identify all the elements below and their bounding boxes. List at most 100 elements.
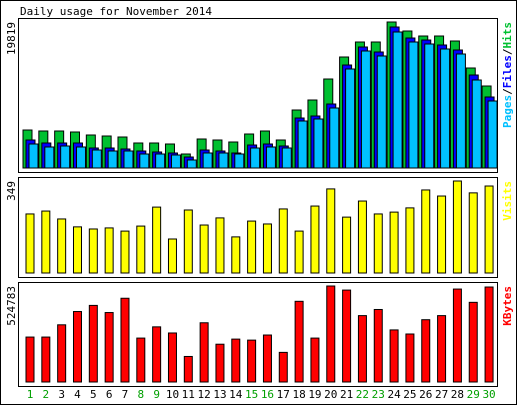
- x-tick-label: 15: [245, 388, 258, 401]
- x-tick-label: 7: [122, 388, 129, 401]
- bar: [215, 343, 225, 383]
- bar: [468, 301, 478, 383]
- bar: [421, 319, 431, 383]
- bar: [72, 226, 82, 274]
- bar: [360, 50, 371, 169]
- x-tick-label: 16: [261, 388, 274, 401]
- x-tick-label: 6: [106, 388, 113, 401]
- legend-entry: Files: [501, 55, 514, 88]
- bar: [231, 338, 241, 383]
- bar: [468, 192, 478, 274]
- x-tick-label: 17: [277, 388, 290, 401]
- bar: [152, 326, 162, 383]
- chart-title: Daily usage for November 2014: [20, 5, 212, 18]
- x-tick-label: 12: [198, 388, 211, 401]
- x-tick-label: 30: [482, 388, 495, 401]
- bar: [262, 223, 272, 274]
- x-tick-label: 10: [166, 388, 179, 401]
- bar: [215, 217, 225, 274]
- legend-entry: Visits: [501, 181, 514, 221]
- bar: [57, 324, 67, 383]
- x-tick-label: 21: [340, 388, 353, 401]
- legend-separator: /: [501, 88, 514, 95]
- bar: [452, 180, 462, 274]
- bar: [250, 147, 261, 169]
- legend-entry: Hits: [501, 22, 514, 49]
- bar: [72, 311, 82, 383]
- bar: [88, 228, 98, 274]
- bar: [183, 355, 193, 383]
- x-tick-label: 9: [153, 388, 160, 401]
- panel: [18, 282, 498, 387]
- legend-entry: KBytes: [501, 286, 514, 326]
- bar: [405, 207, 415, 274]
- x-tick-label: 28: [451, 388, 464, 401]
- bar: [310, 337, 320, 383]
- bar: [202, 152, 213, 169]
- bar: [345, 68, 356, 169]
- bar: [278, 208, 288, 274]
- bar: [234, 153, 245, 169]
- bar: [376, 55, 387, 169]
- x-tick-label: 3: [58, 388, 65, 401]
- bar: [265, 146, 276, 169]
- bar: [389, 211, 399, 274]
- bar: [294, 300, 304, 383]
- x-tick-label: 1: [27, 388, 34, 401]
- legend-entry: Pages: [501, 95, 514, 128]
- bar: [342, 216, 352, 274]
- bar: [484, 185, 494, 274]
- bar: [167, 238, 177, 274]
- x-tick-label: 24: [387, 388, 401, 401]
- bar: [155, 153, 166, 169]
- bar: [199, 322, 209, 383]
- bar: [437, 315, 447, 383]
- bar: [389, 329, 399, 383]
- legend: Pages/Files/Hits: [501, 22, 514, 128]
- bar: [278, 351, 288, 383]
- legend: KBytes: [501, 286, 514, 326]
- bar: [91, 149, 102, 169]
- bar: [44, 146, 55, 169]
- bar: [218, 152, 229, 169]
- x-tick-label: 27: [435, 388, 448, 401]
- x-tick-label: 23: [372, 388, 385, 401]
- bar: [88, 304, 98, 383]
- bar: [281, 147, 292, 169]
- bar: [120, 230, 130, 274]
- bar: [25, 336, 35, 383]
- bar: [357, 200, 367, 274]
- bar: [297, 120, 308, 169]
- y-tick-label: 19819: [5, 22, 18, 55]
- bar: [75, 146, 86, 169]
- bar: [199, 224, 209, 274]
- bar: [392, 31, 403, 169]
- bar: [231, 236, 241, 274]
- bar: [373, 213, 383, 274]
- y-tick-label: 349: [5, 181, 18, 201]
- bar: [326, 188, 336, 274]
- bar: [41, 336, 51, 383]
- x-tick-label: 8: [137, 388, 144, 401]
- bar: [408, 41, 419, 169]
- x-tick-label: 2: [43, 388, 50, 401]
- bar: [107, 150, 118, 169]
- bar: [120, 297, 130, 383]
- x-tick-label: 14: [229, 388, 243, 401]
- y-tick-label: 524783: [5, 286, 18, 326]
- bar: [104, 227, 114, 274]
- bar: [123, 150, 134, 169]
- bar: [170, 154, 181, 169]
- bar: [186, 159, 197, 169]
- x-tick-label: 22: [356, 388, 369, 401]
- bar: [329, 107, 340, 169]
- x-tick-label: 20: [324, 388, 337, 401]
- bar: [484, 286, 494, 383]
- bar: [455, 53, 466, 169]
- bar: [357, 315, 367, 383]
- bar: [60, 145, 71, 169]
- bar: [440, 48, 451, 169]
- bar: [294, 230, 304, 274]
- bar: [25, 213, 35, 274]
